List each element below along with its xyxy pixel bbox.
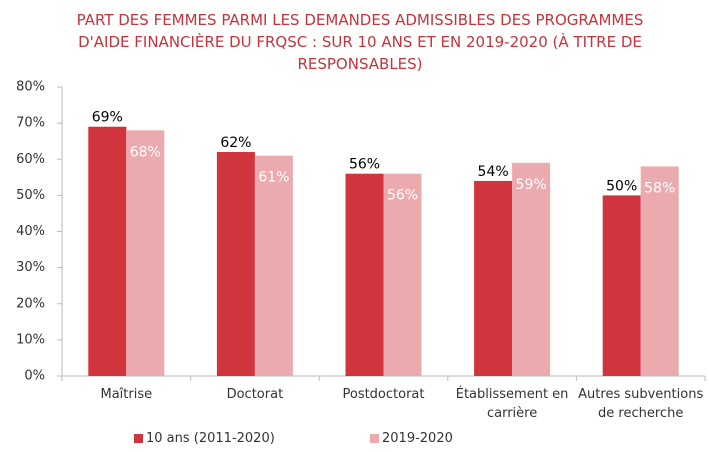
y-tick-label: 0% bbox=[24, 369, 45, 384]
value-label: 56% bbox=[349, 157, 380, 173]
y-tick-label: 80% bbox=[16, 80, 45, 95]
x-tick-label: Établissement en carrière bbox=[455, 387, 569, 421]
value-label: 54% bbox=[478, 164, 509, 180]
bar bbox=[88, 126, 127, 376]
legend-label: 2019-2020 bbox=[382, 431, 453, 446]
y-tick-label: 20% bbox=[16, 296, 45, 311]
x-tick-label: Doctorat bbox=[226, 387, 284, 402]
value-label: 56% bbox=[387, 188, 418, 204]
x-tick-label: Postdoctorat bbox=[342, 387, 425, 402]
bar bbox=[640, 166, 679, 376]
bar bbox=[216, 152, 255, 376]
legend-swatch bbox=[370, 434, 379, 443]
legend-item: 10 ans (2011-2020) bbox=[134, 431, 275, 446]
chart-title: PART DES FEMMES PARMI LES DEMANDES ADMIS… bbox=[76, 11, 644, 73]
y-tick-label: 70% bbox=[16, 116, 45, 131]
value-label: 58% bbox=[644, 180, 675, 196]
value-label: 62% bbox=[220, 135, 251, 151]
y-tick-label: 60% bbox=[16, 152, 45, 167]
value-label: 61% bbox=[258, 170, 289, 186]
bar bbox=[126, 130, 165, 376]
bar bbox=[383, 173, 422, 376]
y-tick-label: 30% bbox=[16, 260, 45, 275]
y-tick-label: 50% bbox=[16, 188, 45, 203]
legend-item: 2019-2020 bbox=[370, 431, 453, 446]
value-label: 50% bbox=[606, 178, 637, 194]
bar bbox=[474, 180, 513, 376]
y-tick-label: 40% bbox=[16, 224, 45, 239]
legend-label: 10 ans (2011-2020) bbox=[146, 431, 275, 446]
bar bbox=[512, 162, 551, 376]
x-tick-label: Maîtrise bbox=[100, 387, 153, 402]
x-tick-label: Autres subventions de recherche bbox=[578, 387, 704, 421]
bar bbox=[602, 195, 641, 376]
bar bbox=[254, 155, 293, 376]
value-label: 59% bbox=[516, 177, 547, 193]
y-tick-label: 10% bbox=[16, 332, 45, 347]
value-label: 69% bbox=[92, 110, 123, 126]
legend-swatch bbox=[134, 434, 143, 443]
value-label: 68% bbox=[130, 144, 161, 160]
bar bbox=[345, 173, 384, 376]
